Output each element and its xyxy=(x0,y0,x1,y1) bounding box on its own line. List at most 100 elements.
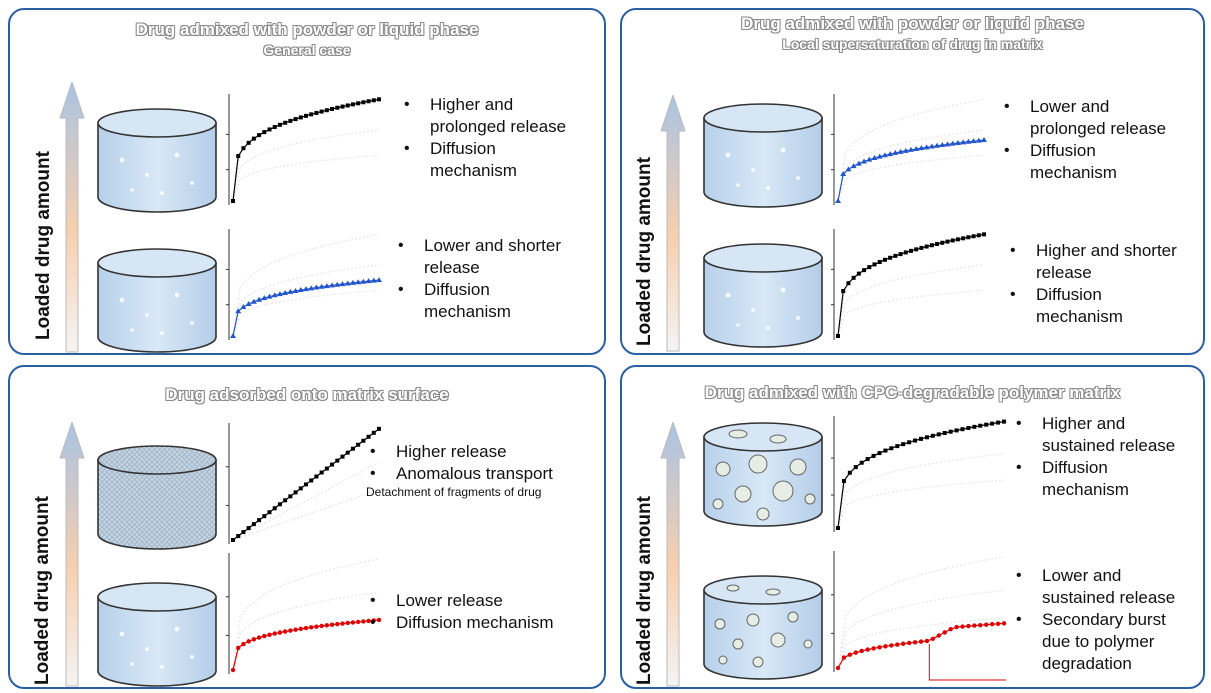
data-point xyxy=(240,303,247,309)
data-point xyxy=(936,633,941,638)
data-point xyxy=(995,621,1001,626)
data-point xyxy=(909,248,913,253)
data-point xyxy=(377,426,381,431)
ghost-curve xyxy=(232,289,380,337)
data-point xyxy=(978,622,983,628)
data-point xyxy=(924,638,930,644)
data-point xyxy=(859,648,864,654)
data-point xyxy=(841,289,846,294)
release-plot-lower xyxy=(226,553,382,674)
data-point xyxy=(293,490,298,495)
panel-subtitle: Local supersaturation of drug in matrix xyxy=(782,36,1043,52)
data-point xyxy=(919,245,924,250)
data-point xyxy=(283,498,288,503)
data-point xyxy=(350,446,355,451)
data-point xyxy=(1002,419,1006,424)
data-point xyxy=(866,156,873,162)
data-point xyxy=(954,624,959,630)
data-point xyxy=(919,436,923,441)
data-point xyxy=(329,282,336,288)
data-point xyxy=(877,260,882,265)
matrix-cylinder-icon xyxy=(92,105,222,215)
data-point xyxy=(324,623,330,628)
note-detail: Detachment of fragments of drug xyxy=(366,485,542,499)
data-point xyxy=(966,623,971,629)
data-point xyxy=(288,628,293,633)
data-point xyxy=(966,235,971,240)
data-point xyxy=(889,643,894,648)
data-point xyxy=(954,428,959,433)
data-point xyxy=(257,133,262,138)
data-point xyxy=(955,237,960,242)
data-point xyxy=(330,106,335,111)
data-point xyxy=(881,152,888,158)
data-point xyxy=(293,117,298,122)
data-point xyxy=(960,427,965,432)
data-point xyxy=(236,645,241,651)
data-point xyxy=(324,466,329,471)
data-point xyxy=(365,278,372,284)
data-point xyxy=(272,506,277,511)
data-point xyxy=(251,522,256,527)
data-point xyxy=(371,98,376,103)
data-point xyxy=(877,645,882,650)
data-point xyxy=(355,279,362,285)
data-point xyxy=(972,424,977,429)
data-point xyxy=(241,146,246,151)
data-point xyxy=(914,247,919,252)
increase-arrow-icon xyxy=(59,422,85,687)
data-point xyxy=(313,284,320,290)
data-point xyxy=(940,240,945,245)
data-point xyxy=(350,102,355,107)
data-point xyxy=(361,100,366,105)
data-point xyxy=(836,334,840,338)
data-point xyxy=(288,494,293,499)
increase-arrow-icon xyxy=(660,95,686,352)
y-axis-label: Loaded drug amount xyxy=(634,157,655,346)
data-point xyxy=(913,438,918,443)
data-point xyxy=(324,108,329,113)
data-point xyxy=(984,622,989,627)
note-item: Lower release xyxy=(366,590,553,612)
data-point xyxy=(989,622,995,627)
panel-top-left: Drug admixed with powder or liquid phase… xyxy=(8,8,606,355)
data-point xyxy=(309,112,314,117)
data-point xyxy=(340,621,345,626)
data-point xyxy=(277,630,283,635)
data-point xyxy=(918,639,924,644)
data-point xyxy=(370,277,377,283)
data-point xyxy=(948,627,953,632)
data-point xyxy=(901,442,906,447)
ghost-curve xyxy=(837,289,985,337)
release-plot-upper xyxy=(831,416,1006,532)
data-point xyxy=(934,142,941,148)
data-point xyxy=(908,146,914,152)
y-axis-label: Loaded drug amount xyxy=(33,151,54,340)
data-point xyxy=(335,105,340,110)
note-item: Anomalous transport xyxy=(366,463,553,485)
data-point xyxy=(257,518,262,523)
data-point xyxy=(236,534,241,539)
ghost-curve xyxy=(232,154,380,202)
data-point xyxy=(236,154,241,159)
data-point xyxy=(887,151,894,157)
panel-title: Drug adsorbed onto matrix surface xyxy=(165,385,449,404)
data-point xyxy=(895,642,900,647)
data-point xyxy=(366,434,371,439)
release-plot-upper xyxy=(831,94,987,205)
data-point xyxy=(245,301,252,307)
data-point xyxy=(930,636,936,641)
data-point xyxy=(981,137,987,143)
data-point xyxy=(939,142,946,148)
y-axis-label: Loaded drug amount xyxy=(634,496,655,685)
